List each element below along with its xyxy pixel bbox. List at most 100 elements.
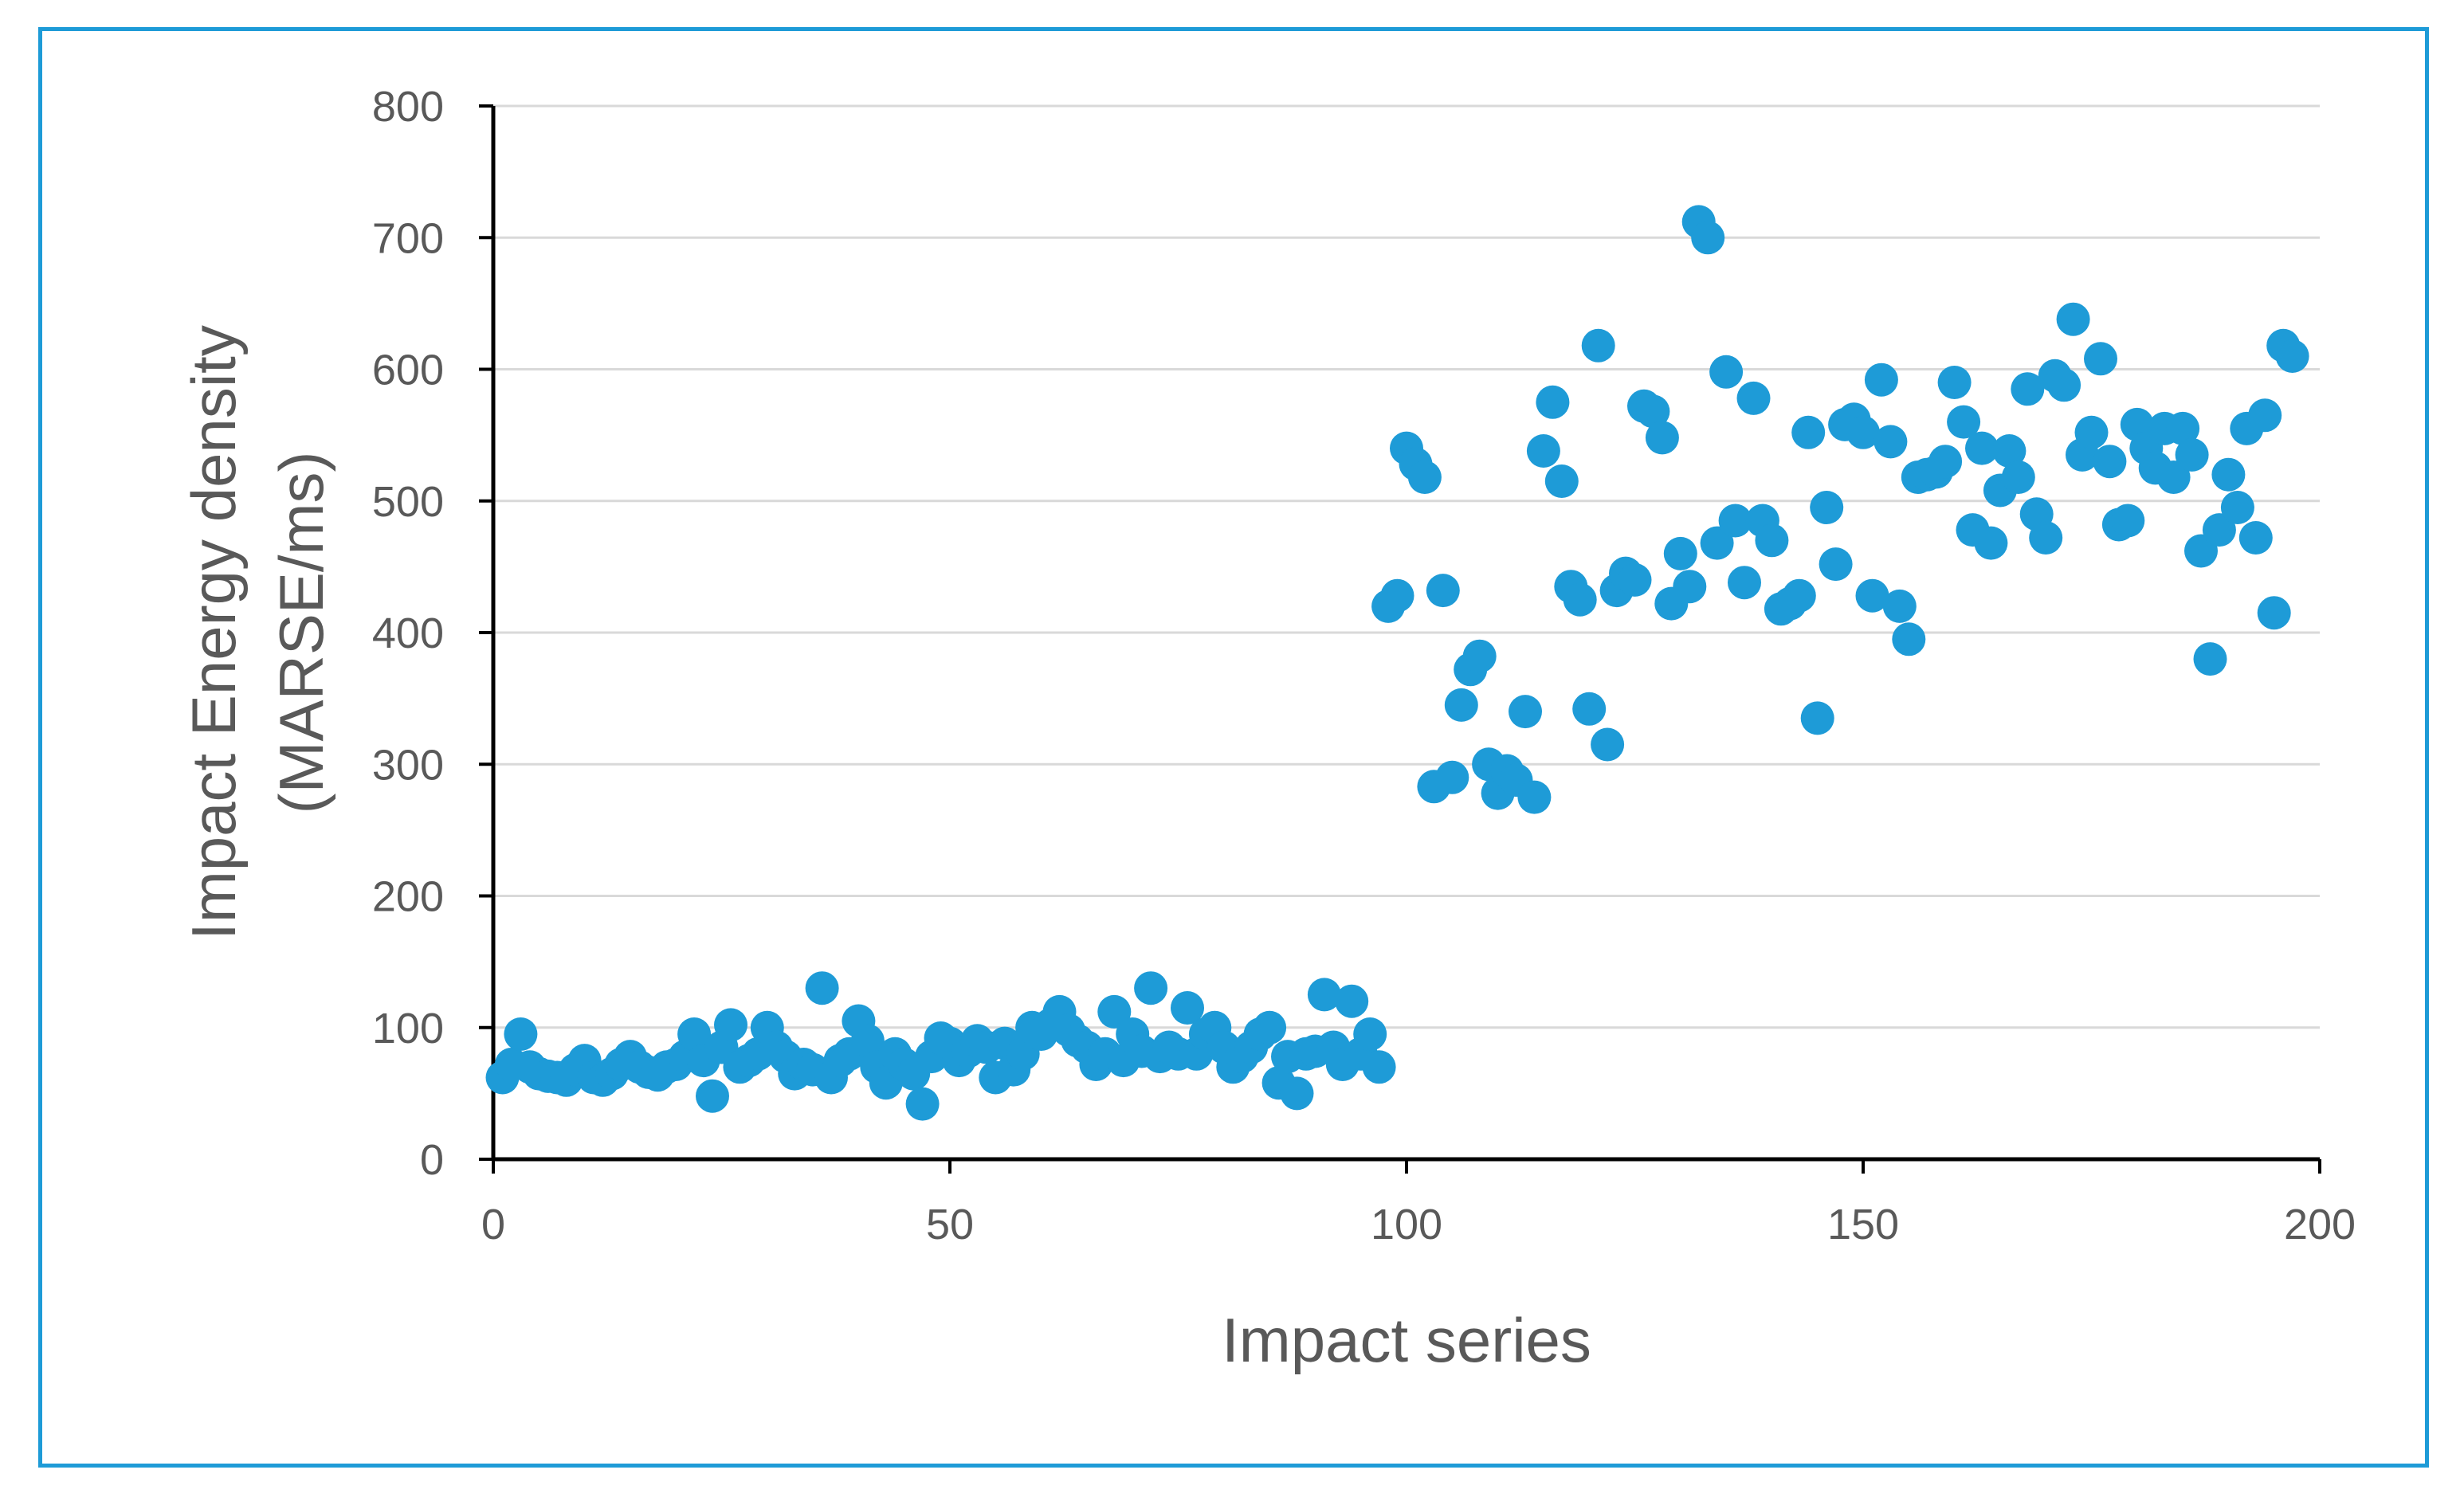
y-axis-title-line-1: Impact Energy density xyxy=(179,325,249,940)
data-point xyxy=(2238,521,2273,555)
data-point xyxy=(2257,596,2291,630)
data-point xyxy=(1636,394,1670,429)
y-tick-label-300: 300 xyxy=(372,741,444,789)
data-point xyxy=(1462,639,1497,673)
data-point xyxy=(2111,504,2145,538)
x-tick-label-150: 150 xyxy=(1827,1201,1899,1248)
data-point xyxy=(2093,445,2127,479)
data-point xyxy=(1864,363,1898,397)
data-point xyxy=(1663,536,1697,570)
data-point xyxy=(905,1087,940,1121)
data-point xyxy=(1800,701,1834,735)
data-point xyxy=(1444,688,1478,722)
data-point xyxy=(677,1017,712,1051)
data-point xyxy=(1874,425,1908,459)
y-axis-title-line-2: (MARSE/ms) xyxy=(266,452,336,814)
data-points xyxy=(485,205,2309,1121)
data-point xyxy=(1380,578,1414,613)
data-point xyxy=(1362,1050,1396,1084)
y-tick-label-0: 0 xyxy=(420,1136,444,1184)
data-point xyxy=(1709,355,1744,389)
data-point xyxy=(696,1079,729,1113)
data-point xyxy=(2275,339,2309,373)
data-point xyxy=(1846,415,1880,449)
data-point xyxy=(1947,405,1981,439)
y-tick-label-500: 500 xyxy=(372,478,444,526)
data-point xyxy=(2029,521,2063,555)
x-tick-label-100: 100 xyxy=(1371,1201,1442,1248)
data-point xyxy=(1882,589,1917,623)
data-point xyxy=(1673,570,1707,604)
data-point xyxy=(2156,461,2191,494)
data-point xyxy=(1581,328,1615,363)
data-point xyxy=(1718,504,1752,538)
data-point xyxy=(2011,372,2045,406)
data-point xyxy=(714,1008,747,1042)
data-point xyxy=(805,971,839,1005)
data-point xyxy=(1171,991,1204,1025)
y-tick-label-600: 600 xyxy=(372,347,444,394)
data-point xyxy=(1353,1017,1387,1051)
data-point xyxy=(1526,434,1560,468)
data-point xyxy=(1280,1076,1314,1111)
data-point xyxy=(1097,994,1132,1029)
y-tick-label-100: 100 xyxy=(372,1005,444,1052)
y-axis-ticks: 0 100 200 300 400 500 600 700 800 xyxy=(372,83,493,1184)
data-point xyxy=(1591,727,1625,762)
data-point xyxy=(1700,526,1734,560)
data-point xyxy=(1544,464,1579,498)
x-tick-label-200: 200 xyxy=(2284,1201,2356,1248)
data-point xyxy=(2248,398,2282,433)
data-point xyxy=(1563,582,1597,617)
data-point xyxy=(1691,221,1725,255)
data-point xyxy=(2047,368,2081,402)
chart-frame: 0 100 200 300 400 500 600 700 800 0 50 100 150 200 I… xyxy=(38,27,2429,1468)
data-point xyxy=(1426,574,1460,608)
data-point xyxy=(1253,1010,1287,1044)
data-point xyxy=(2220,491,2254,524)
data-point xyxy=(1974,526,2008,560)
data-point xyxy=(504,1017,538,1051)
data-point xyxy=(2166,411,2200,445)
data-point xyxy=(2056,302,2090,336)
data-point xyxy=(1509,695,1542,729)
data-point xyxy=(1819,547,1853,582)
data-point xyxy=(1536,385,1570,419)
x-tick-label-0: 0 xyxy=(481,1201,505,1248)
data-point xyxy=(1134,971,1168,1005)
y-tick-label-700: 700 xyxy=(372,214,444,262)
data-point xyxy=(1728,566,1761,600)
gridlines xyxy=(493,104,2320,1029)
data-point xyxy=(1892,622,1926,656)
data-point xyxy=(1645,421,1679,455)
data-point xyxy=(1307,978,1341,1012)
data-point xyxy=(1618,562,1652,597)
data-point xyxy=(2202,513,2236,547)
data-point xyxy=(2084,342,2117,376)
x-axis-ticks: 0 50 100 150 200 xyxy=(481,1159,2356,1248)
scatter-chart: 0 100 200 300 400 500 600 700 800 0 50 100 150 200 I… xyxy=(179,83,2356,1375)
data-point xyxy=(1572,692,1607,726)
data-point xyxy=(1736,381,1771,415)
data-point xyxy=(2074,415,2109,449)
y-tick-label-200: 200 xyxy=(372,873,444,921)
y-tick-label-800: 800 xyxy=(372,83,444,131)
data-point xyxy=(1928,445,1963,479)
data-point xyxy=(1407,461,1442,494)
data-point xyxy=(1435,760,1469,794)
data-point xyxy=(1965,431,1999,465)
y-tick-label-400: 400 xyxy=(372,609,444,657)
data-point xyxy=(2175,437,2209,472)
x-axis-title: Impact series xyxy=(1222,1305,1591,1375)
data-point xyxy=(1791,415,1826,449)
data-point xyxy=(2211,457,2246,492)
data-point xyxy=(1335,984,1369,1018)
data-point xyxy=(1782,578,1816,613)
data-point xyxy=(1755,523,1789,558)
data-point xyxy=(850,1024,885,1058)
data-point xyxy=(1855,578,1889,613)
data-point xyxy=(1517,780,1552,814)
data-point xyxy=(1810,491,1844,524)
data-point xyxy=(1992,434,2027,468)
data-point xyxy=(2193,642,2227,676)
